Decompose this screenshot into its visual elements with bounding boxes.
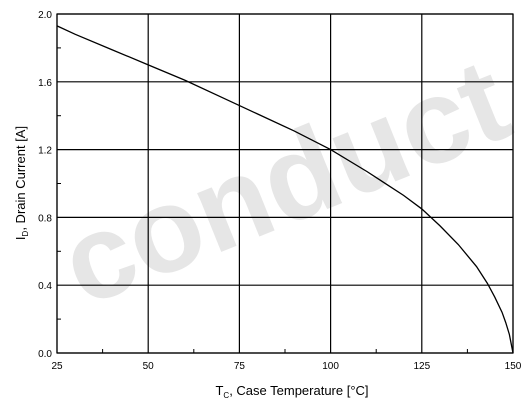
x-axis-label: TC, Case Temperature [°C] (215, 383, 368, 400)
plot-frame (56, 13, 514, 354)
x-tick-label: 75 (234, 361, 246, 372)
y-tick-label: 0.8 (38, 213, 52, 224)
y-axis-label: ID, Drain Current [A] (13, 126, 30, 240)
y-tick-label: 1.6 (38, 78, 52, 89)
x-tick-label: 100 (322, 361, 339, 372)
x-axis-label-sub: C (223, 391, 229, 400)
y-tick-labels: 0.0 0.4 0.8 1.2 1.6 2.0 (38, 10, 52, 360)
y-axis-label-rest: , Drain Current [A] (13, 126, 28, 231)
series-line-drain-current (56, 25, 514, 354)
x-tick-label: 25 (51, 361, 63, 372)
x-tick-labels: 25 50 75 100 125 150 (51, 361, 521, 372)
x-tick-label: 125 (413, 361, 430, 372)
y-axis-label-sub: D (21, 230, 30, 236)
y-tick-label: 0.4 (38, 281, 52, 292)
x-axis-label-rest: , Case Temperature [°C] (229, 383, 368, 398)
y-tick-label: 1.2 (38, 146, 52, 157)
minor-ticks (57, 47, 468, 353)
x-tick-label: 150 (505, 361, 522, 372)
watermark-text: conduct (43, 32, 526, 331)
x-tick-label: 50 (143, 361, 155, 372)
y-axis-label-main: I (13, 236, 28, 240)
y-tick-label: 0.0 (38, 349, 52, 360)
watermark: conduct (43, 32, 526, 331)
x-axis-label-main: T (215, 383, 223, 398)
y-tick-label: 2.0 (38, 10, 52, 21)
